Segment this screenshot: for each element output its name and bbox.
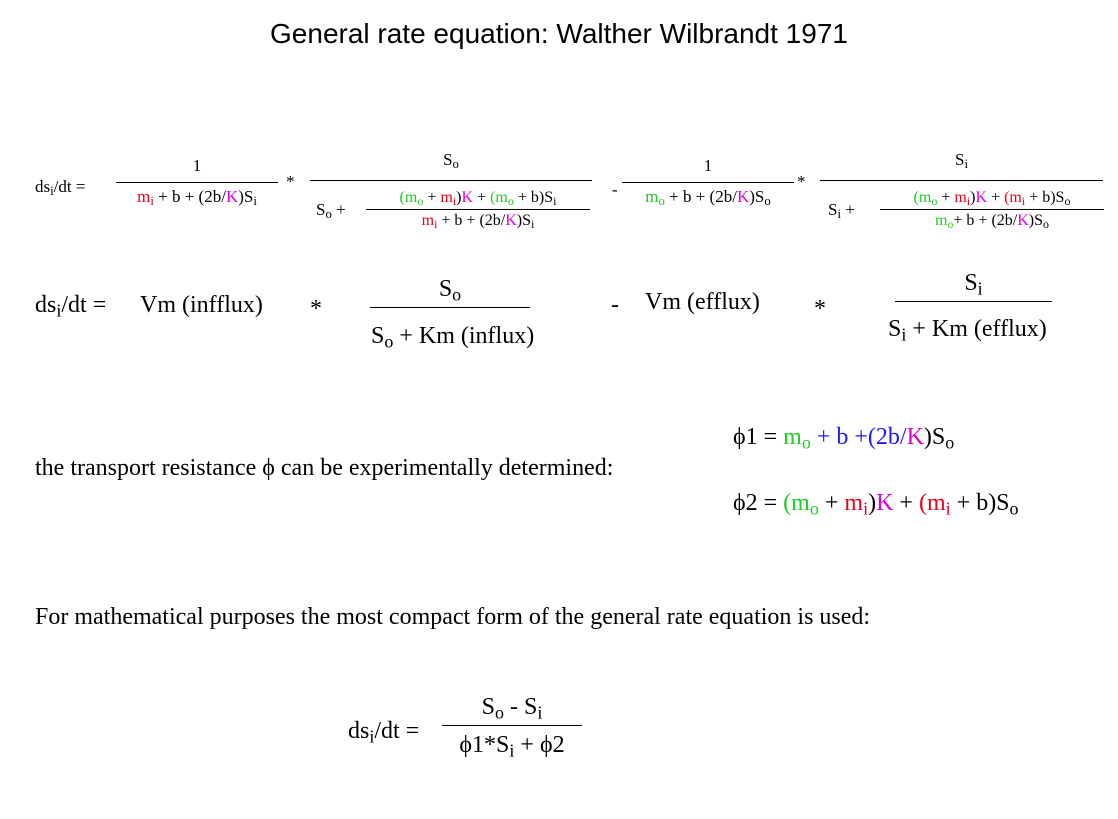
efflux-fraction: Si — [895, 270, 1052, 308]
minus-sign: - — [612, 180, 618, 199]
phi1-equation: ϕ1 = mo + b +(2b/K)So — [733, 424, 955, 453]
influx-denominator: So + Km (influx) — [371, 323, 535, 352]
eq1-inner-fraction: (mo + mi)K + (mi + b)So mo+ b + (2b/K)So — [880, 189, 1104, 230]
vm-influx: Vm (infflux) — [140, 292, 263, 318]
multiply-sign: * — [286, 172, 295, 191]
compact-fraction: So - Si ϕ1*Si + ϕ2 — [442, 694, 582, 760]
eq1-fraction-3: 1 mo + b + (2b/K)So — [622, 156, 794, 208]
eq1-fraction-4: Si — [820, 150, 1103, 185]
multiply-sign: * — [310, 296, 322, 322]
eq2-lhs: dsi/dt = — [35, 292, 107, 321]
eq1-inner-fraction: (mo + mi)K + (mo + b)Si mi + b + (2b/K)S… — [366, 189, 590, 230]
multiply-sign: * — [797, 172, 806, 191]
influx-fraction: So — [370, 276, 530, 314]
vm-efflux: Vm (efflux) — [645, 289, 760, 315]
eq1-lhs: dsi/dt = — [35, 177, 86, 199]
eq3-lhs: dsi/dt = — [348, 718, 420, 747]
eq1-fraction-1: 1 mi + b + (2b/K)Si — [116, 156, 278, 208]
eq1-fraction-4-den-lead: Si + — [828, 200, 855, 222]
eq1-fraction-2: So — [310, 150, 592, 185]
resistance-sentence: the transport resistance ϕ can be experi… — [35, 455, 614, 481]
multiply-sign: * — [814, 296, 826, 322]
eq1-fraction-2-den-lead: So + — [316, 200, 346, 222]
compact-form-sentence: For mathematical purposes the most compa… — [35, 604, 871, 630]
efflux-denominator: Si + Km (efflux) — [888, 316, 1047, 345]
phi2-equation: ϕ2 = (mo + mi)K + (mi + b)So — [733, 490, 1019, 519]
page-title: General rate equation: Walther Wilbrandt… — [270, 18, 848, 49]
minus-sign: - — [611, 292, 619, 318]
